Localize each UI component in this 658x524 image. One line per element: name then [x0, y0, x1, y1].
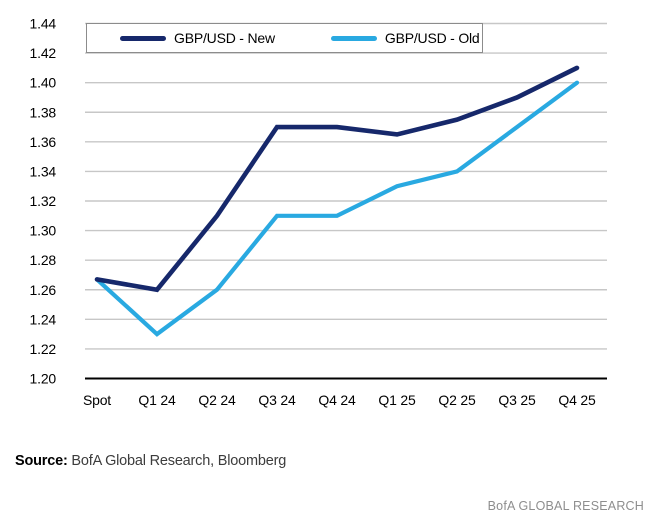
- y-tick-label: 1.38: [30, 104, 57, 120]
- x-tick-label: Q2 24: [198, 392, 236, 408]
- y-tick-label: 1.34: [30, 163, 57, 179]
- series-line-old: [94, 80, 580, 337]
- legend-label-old: GBP/USD - Old: [384, 30, 480, 46]
- gbpusd-forecast-chart: 1.44 1.42 1.40 1.38 1.36 1.34 1.32 1.30 1.28 1.26…: [30, 16, 607, 408]
- y-tick-label: 1.20: [30, 371, 57, 387]
- legend-line-swatch-old: [330, 35, 377, 41]
- y-tick-label: 1.30: [30, 223, 57, 239]
- x-tick-label: Spot: [83, 392, 111, 408]
- series-line-new: [94, 65, 580, 293]
- x-tick-label: Q4 25: [558, 392, 596, 408]
- x-tick-label: Q3 24: [258, 392, 296, 408]
- brand-watermark: BofA GLOBAL RESEARCH: [487, 499, 644, 513]
- x-tick-label: Q1 24: [138, 392, 176, 408]
- legend-label-new: GBP/USD - New: [174, 30, 275, 46]
- chart-legend: GBP/USD - New GBP/USD - Old: [86, 23, 483, 53]
- source-text: BofA Global Research, Bloomberg: [67, 453, 287, 469]
- y-tick-label: 1.24: [30, 311, 57, 327]
- x-tick-label: Q1 25: [378, 392, 416, 408]
- legend-line-swatch-new: [120, 35, 166, 41]
- x-tick-label: Q3 25: [498, 392, 536, 408]
- y-tick-label: 1.28: [30, 252, 57, 268]
- legend-item-gbpusd-new: GBP/USD - New: [120, 30, 275, 46]
- source-label: Source:: [15, 453, 68, 469]
- y-tick-label: 1.32: [30, 193, 57, 209]
- x-tick-label: Q2 25: [438, 392, 476, 408]
- y-tick-label: 1.42: [30, 45, 57, 61]
- legend-item-gbpusd-old: GBP/USD - Old: [330, 30, 480, 46]
- x-tick-label: Q4 24: [318, 392, 356, 408]
- source-attribution: Source: BofA Global Research, Bloomberg: [15, 453, 286, 469]
- y-tick-label: 1.22: [30, 341, 57, 357]
- y-tick-label: 1.40: [30, 75, 57, 91]
- y-tick-label: 1.36: [30, 134, 57, 150]
- y-tick-label: 1.44: [30, 16, 57, 32]
- y-tick-label: 1.26: [30, 282, 57, 298]
